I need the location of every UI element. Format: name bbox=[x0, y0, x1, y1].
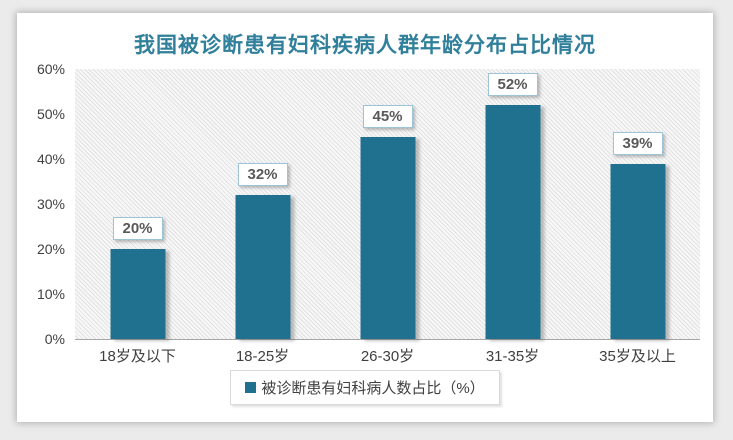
bar-value-label: 52% bbox=[487, 73, 538, 97]
y-tick-label: 40% bbox=[36, 151, 65, 167]
y-tick-label: 20% bbox=[36, 241, 65, 257]
x-tick-label: 26-30岁 bbox=[360, 348, 415, 365]
bar-value-label: 39% bbox=[612, 131, 663, 155]
bar bbox=[235, 195, 290, 339]
y-tick-label: 30% bbox=[36, 196, 65, 212]
y-tick-label: 50% bbox=[36, 106, 65, 122]
legend-box: 被诊断患有妇科病人数占比（%） bbox=[230, 370, 500, 405]
x-axis: 18岁及以下 18-25岁 26-30岁 31-35岁 35岁及以上 bbox=[75, 345, 700, 366]
y-axis: 0% 10% 20% 30% 40% 50% 60% bbox=[17, 61, 65, 347]
bar bbox=[610, 163, 665, 339]
y-tick-label: 10% bbox=[36, 286, 65, 302]
x-tick-label: 35岁及以上 bbox=[599, 348, 676, 365]
bar-slot: 32% bbox=[200, 69, 325, 339]
bar bbox=[360, 136, 415, 339]
bar-slot: 20% bbox=[75, 69, 200, 339]
bar-slot: 52% bbox=[450, 69, 575, 339]
chart-card: 我国被诊断患有妇科疾病人群年龄分布占比情况 0% 10% 20% 30% 40% 50% 6… bbox=[17, 13, 713, 422]
bar-value-label: 20% bbox=[112, 217, 163, 241]
x-tick-label: 31-35岁 bbox=[485, 348, 540, 365]
bar bbox=[110, 249, 165, 339]
bar bbox=[485, 105, 540, 339]
bar-series: 20% 32% 45% 52% 39% bbox=[75, 69, 700, 339]
y-tick-label: 0% bbox=[44, 331, 65, 347]
bar-value-label: 45% bbox=[362, 104, 413, 128]
x-tick-label: 18-25岁 bbox=[235, 348, 290, 365]
x-tick-label: 18岁及以下 bbox=[99, 348, 176, 365]
y-tick-label: 60% bbox=[36, 61, 65, 77]
legend-marker-square-icon bbox=[245, 382, 257, 393]
bar-slot: 39% bbox=[575, 69, 700, 339]
bar-value-label: 32% bbox=[237, 163, 288, 187]
chart-title: 我国被诊断患有妇科疾病人群年龄分布占比情况 bbox=[134, 34, 596, 57]
bar-slot: 45% bbox=[325, 69, 450, 339]
legend-label: 被诊断患有妇科病人数占比（%） bbox=[261, 380, 485, 397]
plot-area: 20% 32% 45% 52% 39% bbox=[75, 69, 700, 340]
legend: 被诊断患有妇科病人数占比（%） bbox=[17, 370, 713, 405]
